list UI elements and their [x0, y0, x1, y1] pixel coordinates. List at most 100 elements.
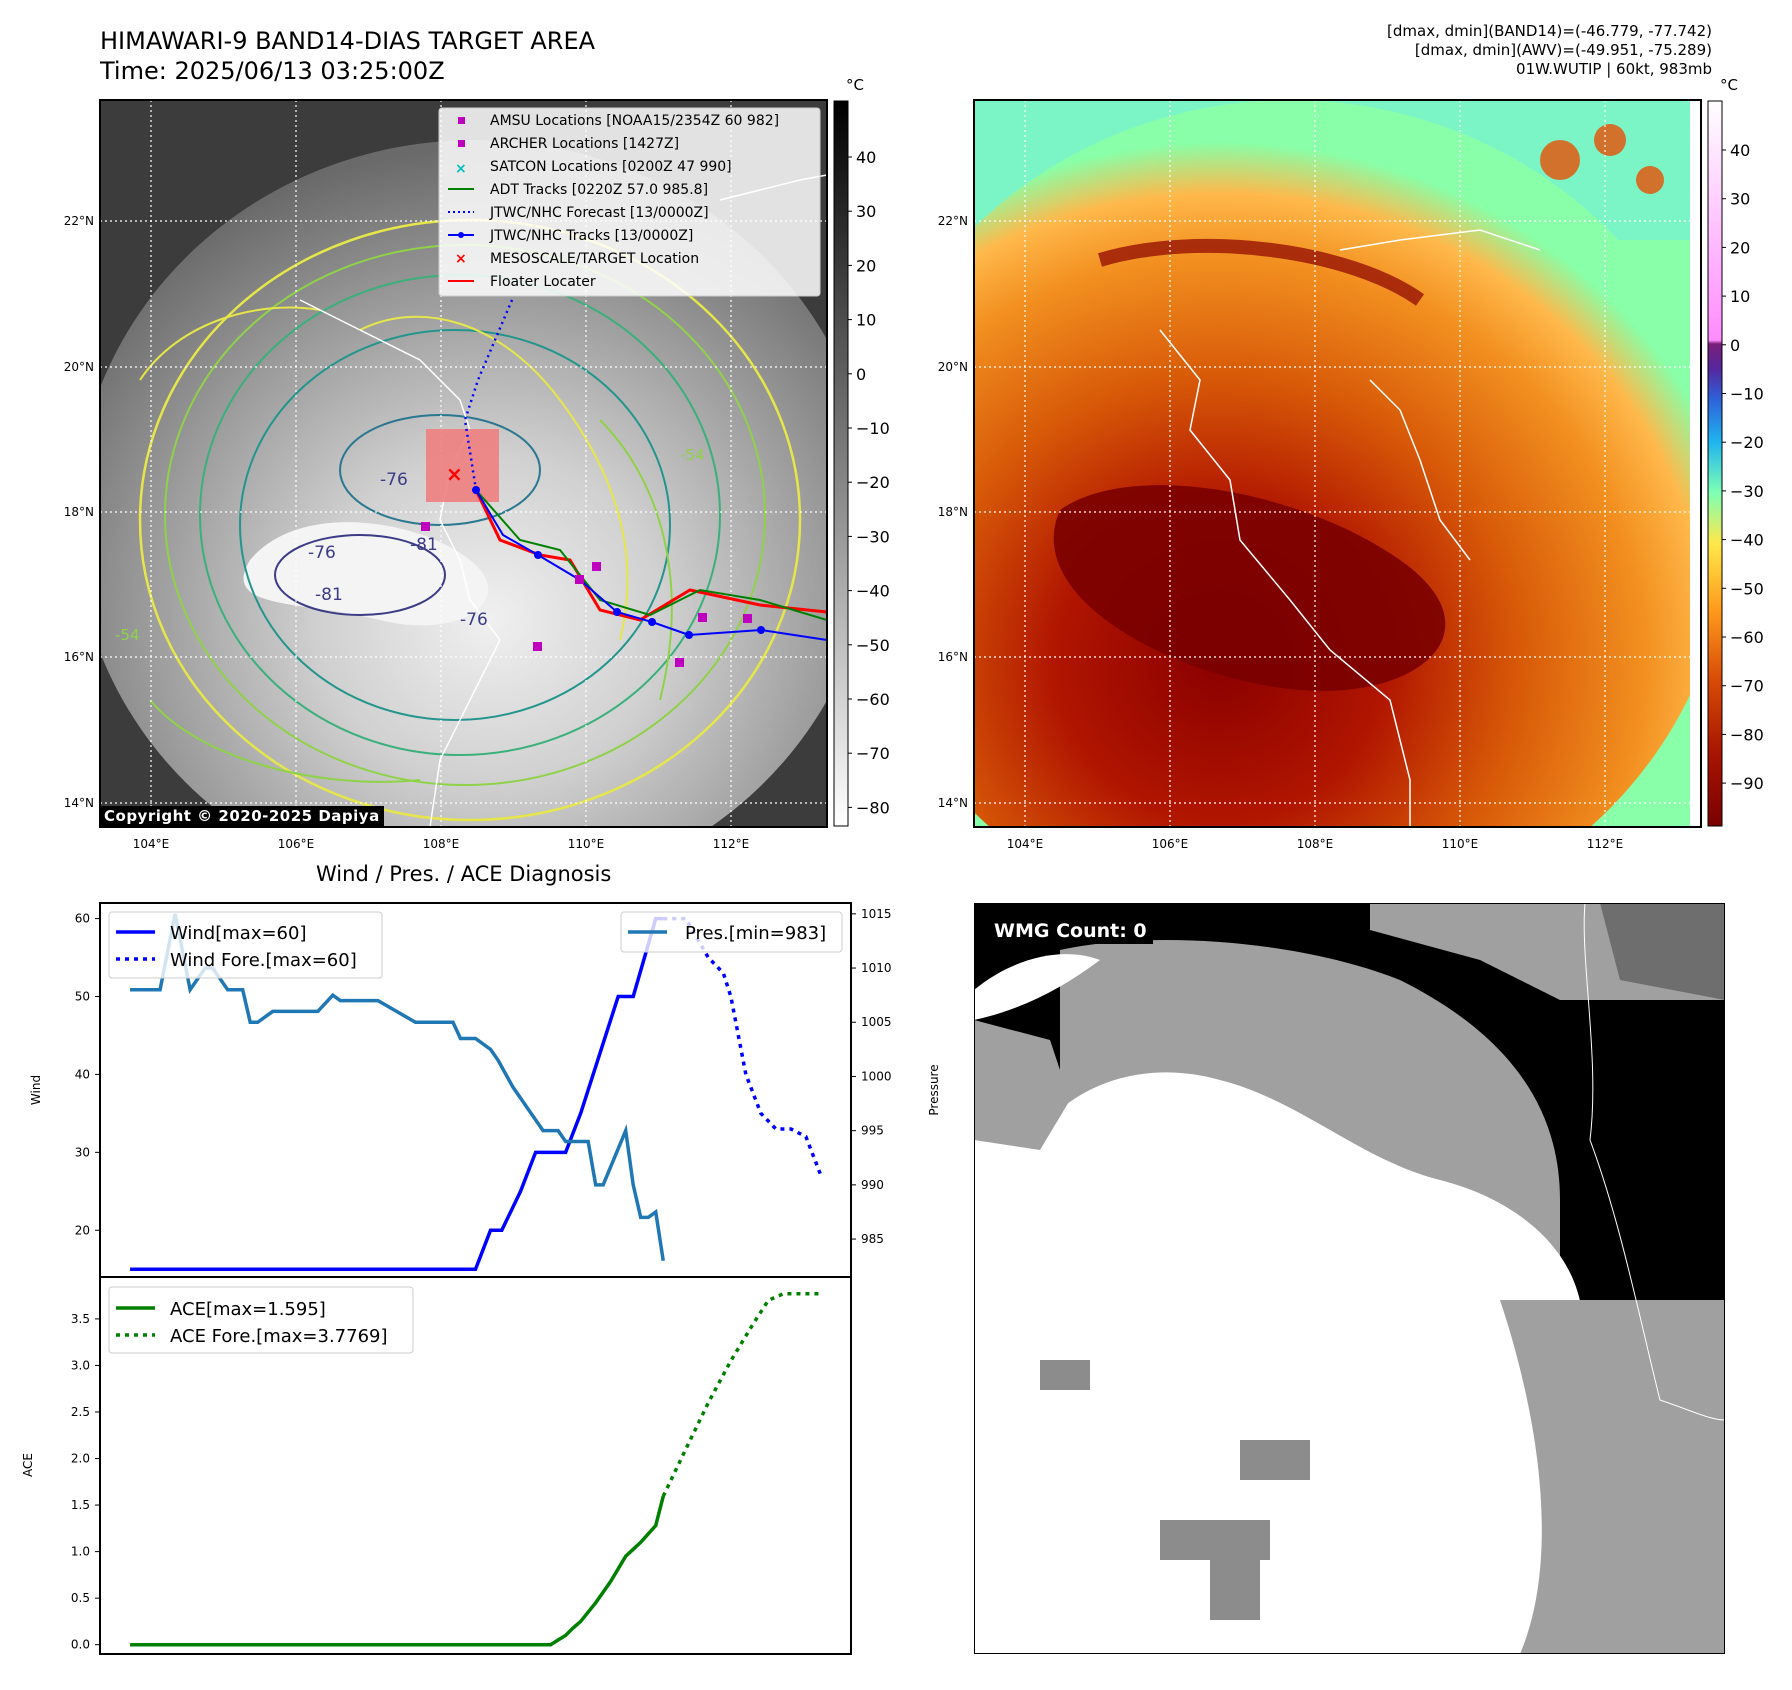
- chart-title: HIMAWARI-9 BAND14-DIAS TARGET AREA Time:…: [100, 26, 595, 86]
- colorbar-tick-label: −50: [856, 636, 890, 655]
- colorbar-tick-label: 40: [1730, 141, 1750, 160]
- lat-tick-label: 20°N: [938, 360, 968, 374]
- wind-pressure-chart: 20 30 40 50 60 985 990 995 1000 1005 1010 1015 Wind…: [29, 902, 941, 1278]
- colorbar-tick-label: −10: [856, 419, 890, 438]
- ace-tick-label: 0.5: [71, 1591, 90, 1605]
- jtwc-track-points: [472, 486, 765, 639]
- wind-tick-label: 60: [75, 912, 90, 926]
- diagnosis-title: Wind / Pres. / ACE Diagnosis: [316, 862, 612, 886]
- info-box: [dmax, dmin](BAND14)=(-46.779, -77.742) …: [1387, 22, 1712, 79]
- colorbar-tick-label: −70: [1730, 677, 1764, 696]
- ir-map-panel: × -76 -81 -76 -81 -76 -54 -54 × × AMSU L: [100, 100, 827, 827]
- info-line-1: [dmax, dmin](BAND14)=(-46.779, -77.742): [1387, 22, 1712, 40]
- colorbar-tick-label: −20: [856, 473, 890, 492]
- contour-label: -81: [315, 585, 343, 605]
- wind-tick-label: 20: [75, 1223, 90, 1237]
- ace-tick-label: 1.0: [71, 1545, 90, 1559]
- colorbar-tick-label: −80: [856, 798, 890, 817]
- pressure-tick-label: 1000: [861, 1069, 892, 1083]
- band14-map-panel: [974, 100, 1701, 827]
- ace-tick-label: 3.5: [71, 1312, 90, 1326]
- legend-target: MESOSCALE/TARGET Location: [490, 251, 699, 267]
- floater-locater-track: [474, 489, 827, 622]
- lon-tick-label: 112°E: [713, 837, 750, 851]
- target-legend-marker: ×: [455, 251, 467, 267]
- colorbar-tick-label: −40: [1730, 531, 1764, 550]
- colorbar-tick-label: 0: [1730, 336, 1740, 355]
- ace-axis-label: ACE: [21, 1453, 35, 1477]
- legend-satcon: SATCON Locations [0200Z 47 990]: [490, 159, 732, 175]
- lat-tick-label: 22°N: [938, 214, 968, 228]
- ir-colorbar: 40 30 20 10 0 −10 −20 −30 −40 −50 −60 −70 −80: [833, 100, 890, 827]
- title-line-2: Time: 2025/06/13 03:25:00Z: [100, 57, 445, 85]
- contour-label: -76: [380, 470, 408, 490]
- pressure-legend: Pres.[min=983]: [620, 911, 843, 953]
- ace-tick-label: 2.0: [71, 1452, 90, 1466]
- ace-legend: ACE[max=1.595] ACE Fore.[max=3.7769]: [108, 1286, 414, 1354]
- colorbar-unit-2: °C: [1720, 76, 1738, 94]
- pressure-tick-label: 1010: [861, 961, 892, 975]
- lon-tick-label: 106°E: [1152, 837, 1189, 851]
- contour-label: -81: [410, 535, 438, 555]
- amsu-legend-marker: [458, 117, 465, 124]
- colorbar-tick-label: 30: [1730, 190, 1750, 209]
- contour-label: -54: [680, 446, 705, 464]
- wind-tick-label: 50: [75, 990, 90, 1004]
- colorbar-tick-label: −90: [1730, 774, 1764, 793]
- ace-tick-label: 0.0: [71, 1638, 90, 1652]
- series-line-ace: [130, 1495, 665, 1647]
- colorbar-tick-label: −50: [1730, 579, 1764, 598]
- pressure-tick-label: 1005: [861, 1015, 892, 1029]
- legend-adt: ADT Tracks [0220Z 57.0 985.8]: [490, 182, 708, 198]
- legend-wind: Wind[max=60]: [170, 923, 307, 944]
- wmg-panel: [974, 903, 1725, 1654]
- colorbar-tick-label: −60: [856, 690, 890, 709]
- colorbar-tick-label: 0: [856, 365, 866, 384]
- ace-tick-label: 3.0: [71, 1358, 90, 1372]
- colorbar-tick-label: −30: [856, 527, 890, 546]
- map-legend: × × AMSU Locations [NOAA15/2354Z 60 982]…: [438, 107, 821, 297]
- colorbar-tick-label: 10: [856, 311, 876, 330]
- lon-tick-label: 110°E: [1442, 837, 1479, 851]
- colorbar-tick-label: −30: [1730, 482, 1764, 501]
- lat-tick-label: 18°N: [64, 505, 94, 519]
- series-line-wind: [130, 916, 664, 1271]
- contour-label: -76: [308, 543, 336, 563]
- lon-tick-label: 108°E: [1297, 837, 1334, 851]
- ace-chart: 0.0 0.5 1.0 1.5 2.0 2.5 3.0 3.5 ACE[max=1.595] …: [21, 1276, 852, 1655]
- pressure-tick-label: 985: [861, 1232, 884, 1246]
- colorbar-tick-label: −70: [856, 744, 890, 763]
- pressure-axis-label: Pressure: [927, 1064, 941, 1115]
- ace-tick-label: 1.5: [71, 1498, 90, 1512]
- legend-wind-forecast: Wind Fore.[max=60]: [170, 950, 357, 971]
- wind-axis-label: Wind: [29, 1075, 43, 1105]
- legend-amsu: AMSU Locations [NOAA15/2354Z 60 982]: [490, 113, 779, 129]
- lon-tick-label: 110°E: [568, 837, 605, 851]
- legend-pressure: Pres.[min=983]: [685, 923, 826, 944]
- ace-tick-label: 2.5: [71, 1405, 90, 1419]
- lat-tick-label: 14°N: [938, 796, 968, 810]
- copyright-badge: Copyright © 2020-2025 Dapiya: [100, 806, 384, 826]
- archer-legend-marker: [458, 140, 465, 147]
- legend-ace: ACE[max=1.595]: [170, 1299, 326, 1320]
- colorbar-tick-label: −20: [1730, 433, 1764, 452]
- pressure-tick-label: 1015: [861, 907, 892, 921]
- legend-ace-forecast: ACE Fore.[max=3.7769]: [170, 1326, 388, 1347]
- colorbar-unit-1: °C: [846, 76, 864, 94]
- lat-tick-label: 16°N: [938, 650, 968, 664]
- colorbar-tick-label: −80: [1730, 725, 1764, 744]
- pressure-tick-label: 995: [861, 1124, 884, 1138]
- colorbar-tick-label: 30: [856, 202, 876, 221]
- wind-tick-label: 30: [75, 1145, 90, 1159]
- colorbar-tick-label: 20: [856, 256, 876, 275]
- title-line-1: HIMAWARI-9 BAND14-DIAS TARGET AREA: [100, 27, 596, 55]
- satcon-legend-marker: ×: [455, 161, 467, 177]
- colorbar-tick-label: 10: [1730, 287, 1750, 306]
- band14-colorbar: 40 30 20 10 0 −10 −20 −30 −40 −50 −60 −70 −80 −90: [1707, 100, 1764, 827]
- adt-track: [475, 489, 827, 621]
- colorbar-tick-label: 40: [856, 148, 876, 167]
- mesoscale-target-marker: ×: [446, 462, 463, 486]
- contour-label: -54: [115, 626, 140, 644]
- lon-tick-label: 104°E: [1007, 837, 1044, 851]
